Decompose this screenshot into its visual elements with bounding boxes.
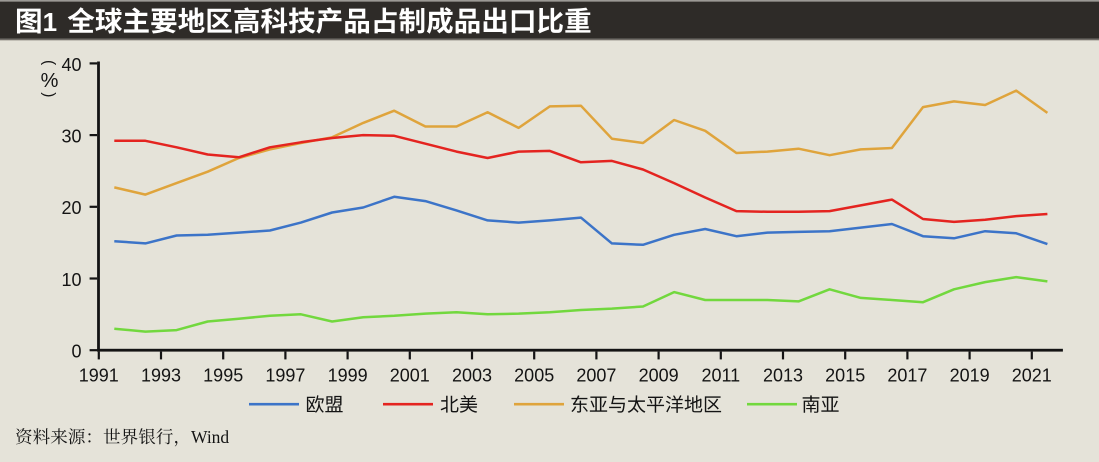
svg-text:2009: 2009 — [639, 366, 679, 386]
svg-text:1997: 1997 — [265, 366, 305, 386]
svg-text:2013: 2013 — [763, 366, 803, 386]
svg-text:2015: 2015 — [825, 366, 865, 386]
svg-text:1993: 1993 — [141, 366, 181, 386]
svg-text:30: 30 — [61, 127, 81, 147]
svg-text:2003: 2003 — [452, 366, 492, 386]
svg-text:1: 1 — [43, 7, 57, 37]
svg-text:1999: 1999 — [328, 366, 368, 386]
svg-text:Wind: Wind — [191, 427, 229, 447]
svg-text:2017: 2017 — [887, 366, 927, 386]
svg-text:0: 0 — [71, 342, 81, 362]
svg-text:(: ( — [40, 60, 57, 66]
svg-text:2019: 2019 — [950, 366, 990, 386]
svg-text:20: 20 — [61, 198, 81, 218]
svg-text:40: 40 — [61, 55, 81, 75]
svg-text:2005: 2005 — [514, 366, 554, 386]
svg-text:2001: 2001 — [390, 366, 430, 386]
svg-text:%: % — [41, 70, 59, 92]
svg-text:2007: 2007 — [576, 366, 616, 386]
svg-text:2011: 2011 — [701, 366, 740, 386]
svg-text:1995: 1995 — [203, 366, 243, 386]
svg-text:10: 10 — [61, 270, 81, 290]
svg-text:): ) — [40, 92, 57, 97]
svg-text:2021: 2021 — [1012, 366, 1052, 386]
svg-text:1991: 1991 — [79, 366, 119, 386]
